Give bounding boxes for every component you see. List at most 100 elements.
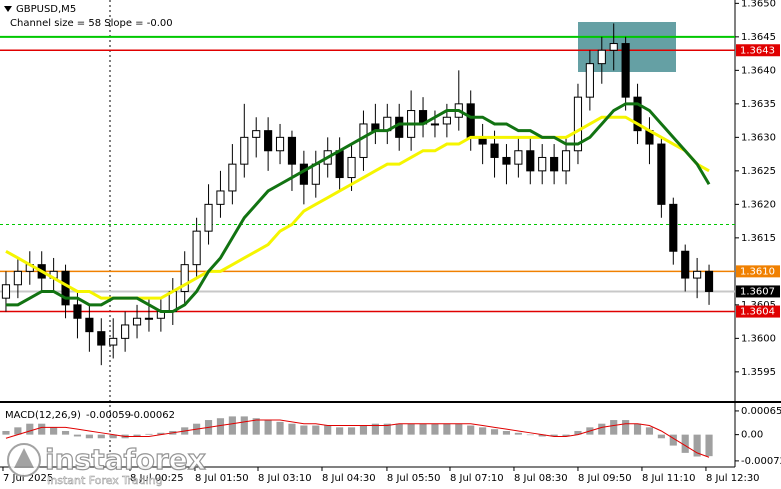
y-tick-label: 0.00065	[741, 406, 781, 417]
candle-body	[287, 136, 297, 165]
macd-bar	[419, 423, 427, 435]
macd-bar	[490, 429, 499, 435]
macd-bar	[145, 433, 153, 435]
candle-body	[132, 317, 142, 326]
moving-average	[5, 102, 711, 314]
level-label: 1.3610	[740, 266, 775, 277]
candle-body	[502, 156, 511, 165]
candle-body	[633, 96, 642, 132]
macd-bar	[383, 423, 391, 435]
level-label-bg	[736, 265, 780, 278]
y-tick-label: 1.3630	[741, 132, 776, 143]
macd-signal	[5, 419, 710, 458]
macd-bar	[61, 430, 70, 435]
plot	[0, 23, 735, 458]
candle-body	[430, 123, 440, 126]
candle-body	[704, 270, 714, 292]
candle-body	[61, 270, 70, 306]
labels: 1.3643 1.3610 1.3607 1.3604	[736, 44, 780, 318]
candle-body	[228, 163, 237, 192]
macd-bar	[359, 425, 368, 435]
macd-bar	[705, 434, 713, 457]
candle-body	[597, 49, 606, 65]
y-tick-label: 1.3595	[741, 367, 776, 378]
x-tick-label: 8 Jul 12:30	[706, 473, 760, 484]
candle-body	[252, 130, 261, 138]
macd-bar	[14, 427, 22, 435]
candle-body	[109, 337, 118, 346]
macd-bar	[347, 427, 356, 435]
macd-bar	[514, 432, 522, 435]
macd-bar	[550, 434, 558, 437]
macd-bar	[85, 434, 93, 439]
macd-bar	[681, 434, 689, 453]
candle-body	[550, 156, 559, 172]
macd-bar	[26, 423, 34, 435]
x-tick-label: 8 Jul 01:50	[195, 473, 249, 484]
macd-bar	[216, 418, 225, 435]
candle-body	[395, 116, 404, 138]
level-label: 1.3604	[740, 307, 775, 318]
candle-body	[490, 143, 499, 158]
candle-body	[669, 203, 678, 252]
y-tick-label: 1.3635	[741, 99, 776, 110]
macd-bar	[407, 423, 415, 435]
macd-bar	[610, 420, 618, 435]
candle-body	[573, 96, 583, 152]
candle-body	[204, 203, 213, 232]
y-tick-label: 0.00	[741, 430, 763, 441]
macd-bar	[467, 425, 475, 435]
macd-bar	[657, 434, 665, 439]
macd-bar	[479, 427, 487, 435]
y-tick-label: 1.3640	[741, 65, 776, 76]
candle-body	[144, 317, 154, 320]
level-label-bg	[736, 305, 780, 318]
candle-body	[85, 317, 94, 333]
macd-title: MACD(12,26,9)	[5, 410, 81, 421]
level-label-bg	[736, 285, 780, 298]
candle-body	[240, 136, 249, 165]
y-tick-label: 1.3600	[741, 333, 776, 344]
candle-body	[442, 116, 451, 125]
macd-bar	[574, 430, 582, 435]
candle-body	[657, 143, 666, 205]
logo-mark	[14, 448, 34, 468]
macd-bar	[73, 434, 82, 437]
x-tick-label: 8 Jul 09:50	[578, 473, 632, 484]
macd-bar	[443, 423, 451, 435]
macd-bar	[50, 427, 58, 435]
candle-body	[609, 43, 618, 51]
macd-bar	[622, 420, 630, 435]
level-label: 1.3607	[740, 286, 775, 297]
x-tick-label: 8 Jul 11:10	[642, 473, 696, 484]
candle-body	[347, 156, 356, 179]
macd-bar	[538, 434, 546, 437]
candle-body	[538, 156, 547, 172]
macd-bar	[336, 427, 344, 435]
candle-body	[275, 136, 285, 152]
watermark: instaforex Instant Forex Trading	[7, 442, 206, 487]
y-tick-label: 1.3650	[741, 0, 776, 9]
macd-bar	[598, 423, 606, 435]
macd-bar	[562, 434, 570, 437]
macd-bar	[133, 434, 141, 437]
candle-body	[585, 63, 594, 98]
macd-bar	[240, 416, 248, 435]
menu-arrow	[4, 6, 12, 12]
macd-bar	[38, 423, 46, 435]
indicator-label: Channel size = 58 Slope = -0.00	[10, 18, 173, 29]
macd-bar	[633, 423, 642, 435]
candle-body	[13, 270, 22, 286]
macd-signal-value: -0.00062	[130, 410, 175, 421]
candle-body	[299, 163, 308, 185]
macd-bar	[264, 420, 272, 435]
macd-bar	[395, 423, 403, 435]
candle-body	[73, 304, 82, 319]
macd-bar	[502, 430, 511, 435]
y-tick-label: -0.00072	[741, 456, 781, 467]
candle-body	[192, 230, 201, 266]
x-tick-label: 8 Jul 08:30	[514, 473, 568, 484]
x-tick-label: 8 Jul 04:30	[322, 473, 376, 484]
